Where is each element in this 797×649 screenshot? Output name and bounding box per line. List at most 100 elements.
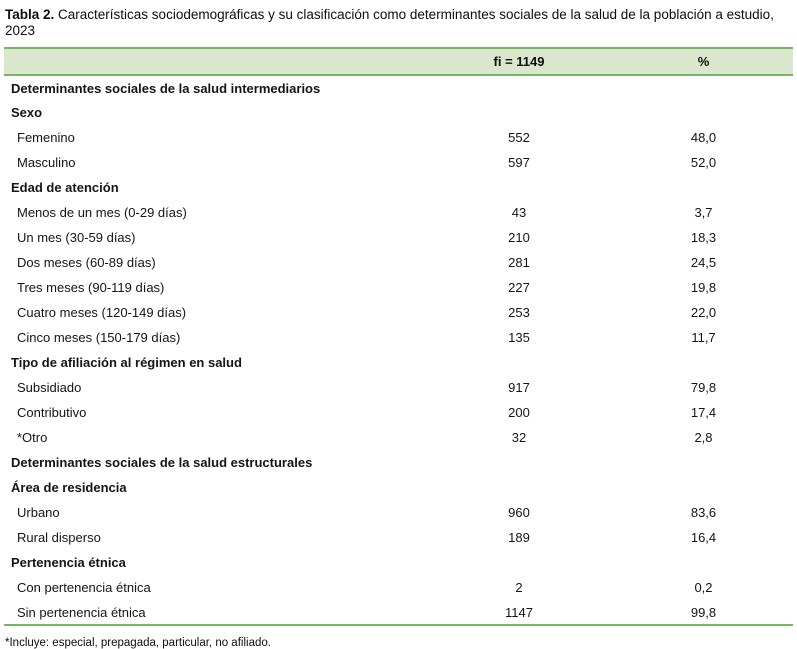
table-row: Menos de un mes (0-29 días) 43 3,7 (4, 200, 793, 225)
percent-value-cell: 19,8 (690, 280, 717, 295)
row-label-cell: Dos meses (60-89 días) (17, 255, 156, 270)
fi-value-cell: 2 (515, 580, 523, 595)
percent-value-cell (614, 100, 793, 125)
row-label-cell: Contributivo (17, 405, 87, 420)
percent-value-cell: 99,8 (690, 604, 717, 620)
fi-value-cell: 32 (511, 430, 527, 445)
row-label-cell: Cinco meses (150-179 días) (17, 330, 181, 345)
table-row: Rural disperso 189 16,4 (4, 525, 793, 550)
table-footnote: *Incluye: especial, prepagada, particula… (5, 637, 271, 649)
fi-value-cell: 917 (508, 380, 530, 395)
fi-value-cell (424, 450, 614, 475)
fi-value-cell (424, 550, 614, 575)
percent-value-cell: 83,6 (690, 505, 717, 520)
percent-value-cell (614, 175, 793, 200)
percent-value-cell: 24,5 (690, 255, 717, 270)
percent-value-cell (614, 550, 793, 575)
fi-value-cell: 189 (508, 530, 530, 545)
percent-value-cell (614, 350, 793, 375)
percent-value-cell: 0,2 (694, 580, 713, 595)
table-row: Masculino 597 52,0 (4, 150, 793, 175)
table-row: Determinantes sociales de la salud inter… (4, 75, 793, 100)
table-row: Edad de atención (4, 175, 793, 200)
percent-value-cell: 2,8 (694, 430, 713, 445)
percent-value-cell: 22,0 (690, 305, 717, 320)
fi-value-cell: 552 (508, 130, 530, 145)
column-header-fi: fi = 1149 (424, 47, 614, 76)
fi-value-cell (424, 75, 614, 100)
percent-value-cell (614, 75, 793, 100)
table-caption-text: Características sociodemográficas y su c… (5, 7, 774, 38)
fi-value-cell: 210 (508, 230, 530, 245)
table-row: Contributivo 200 17,4 (4, 400, 793, 425)
table-row: Urbano 960 83,6 (4, 500, 793, 525)
row-label-cell: Sin pertenencia étnica (17, 604, 146, 620)
column-header-characteristic (4, 47, 424, 76)
table-row: Sexo (4, 100, 793, 125)
fi-value-cell: 43 (511, 205, 527, 220)
percent-value-cell: 52,0 (690, 155, 717, 170)
row-label-cell: Con pertenencia étnica (17, 580, 151, 595)
row-label-cell: Un mes (30-59 días) (17, 230, 136, 245)
percent-value-cell (614, 450, 793, 475)
fi-value-cell: 960 (508, 505, 530, 520)
table-caption-label: Tabla 2. (5, 7, 55, 22)
table-row: Dos meses (60-89 días) 281 24,5 (4, 250, 793, 275)
fi-value-cell: 597 (508, 155, 530, 170)
table-row: Sin pertenencia étnica 1147 99,8 (4, 600, 793, 625)
percent-value-cell: 11,7 (691, 330, 716, 345)
column-header-percent: % (614, 47, 793, 76)
fi-value-cell (424, 175, 614, 200)
table-row: Determinantes sociales de la salud estru… (4, 450, 793, 475)
fi-value-cell (424, 100, 614, 125)
percent-value-cell (614, 475, 793, 500)
row-label-cell: Área de residencia (11, 480, 127, 495)
row-label-cell: Tres meses (90-119 días) (17, 280, 165, 295)
fi-value-cell: 227 (508, 280, 530, 295)
table-row: Con pertenencia étnica 2 0,2 (4, 575, 793, 600)
table-row: Tres meses (90-119 días) 227 19,8 (4, 275, 793, 300)
row-label-cell: Subsidiado (17, 380, 82, 395)
row-label-cell: Femenino (17, 130, 75, 145)
row-label-cell: Pertenencia étnica (11, 555, 126, 570)
row-label-cell: Cuatro meses (120-149 días) (17, 305, 187, 320)
table-row: Cuatro meses (120-149 días) 253 22,0 (4, 300, 793, 325)
fi-value-cell: 135 (508, 330, 530, 345)
row-label-cell: Urbano (17, 505, 60, 520)
table-row: *Otro 32 2,8 (4, 425, 793, 450)
percent-value-cell: 3,7 (694, 205, 713, 220)
table-caption: Tabla 2. Características sociodemográfic… (0, 0, 797, 47)
fi-value-cell: 253 (508, 305, 530, 320)
sociodemographic-table: fi = 1149 % Determinantes sociales de la… (4, 47, 793, 626)
table-row: Tipo de afiliación al régimen en salud (4, 350, 793, 375)
table-header: fi = 1149 % (4, 47, 793, 76)
row-label-cell: Determinantes sociales de la salud estru… (11, 455, 313, 470)
percent-value-cell: 16,4 (690, 530, 717, 545)
row-label-cell: Menos de un mes (0-29 días) (17, 205, 187, 220)
percent-value-cell: 17,4 (690, 405, 717, 420)
table-row: Área de residencia (4, 475, 793, 500)
fi-value-cell: 200 (508, 405, 530, 420)
table-row: Subsidiado 917 79,8 (4, 375, 793, 400)
fi-value-cell: 1147 (505, 604, 533, 620)
row-label-cell: Edad de atención (11, 180, 119, 195)
fi-value-cell (424, 475, 614, 500)
row-label-cell: Determinantes sociales de la salud inter… (11, 80, 321, 96)
row-label-cell: Rural disperso (17, 530, 101, 545)
row-label-cell: *Otro (17, 430, 48, 445)
table-row: Un mes (30-59 días) 210 18,3 (4, 225, 793, 250)
table-body: Determinantes sociales de la salud inter… (4, 75, 793, 625)
fi-value-cell: 281 (508, 255, 530, 270)
fi-value-cell (424, 350, 614, 375)
table-row: Cinco meses (150-179 días) 135 11,7 (4, 325, 793, 350)
table-header-row: fi = 1149 % (4, 47, 793, 76)
percent-value-cell: 18,3 (690, 230, 717, 245)
table-row: Femenino 552 48,0 (4, 125, 793, 150)
percent-value-cell: 79,8 (690, 380, 717, 395)
row-label-cell: Tipo de afiliación al régimen en salud (11, 355, 242, 370)
percent-value-cell: 48,0 (690, 130, 717, 145)
row-label-cell: Masculino (17, 155, 76, 170)
row-label-cell: Sexo (11, 105, 43, 120)
table-row: Pertenencia étnica (4, 550, 793, 575)
